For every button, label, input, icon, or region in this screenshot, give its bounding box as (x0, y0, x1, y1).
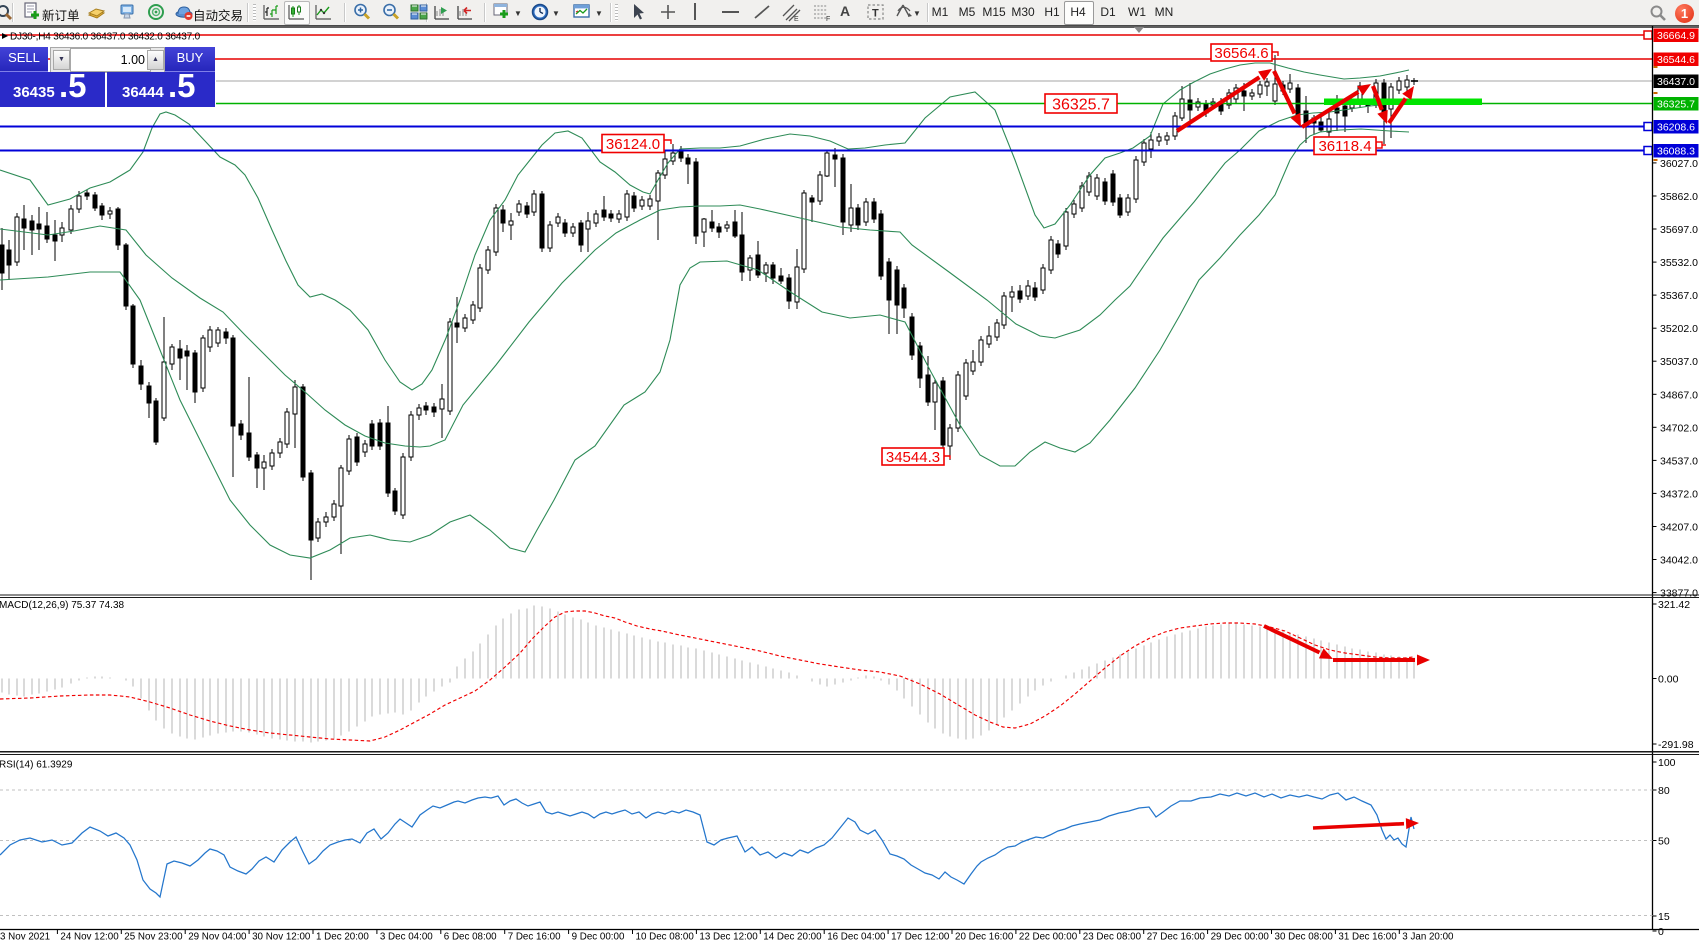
svg-text:14 Dec 20:00: 14 Dec 20:00 (763, 932, 822, 942)
svg-text:31 Dec 16:00: 31 Dec 16:00 (1338, 932, 1397, 942)
svg-text:9 Dec 00:00: 9 Dec 00:00 (572, 932, 625, 942)
svg-text:36564.6: 36564.6 (1214, 45, 1268, 62)
svg-text:E: E (794, 16, 799, 22)
svg-text:25 Nov 23:00: 25 Nov 23:00 (124, 932, 183, 942)
svg-text:80: 80 (1658, 785, 1670, 797)
svg-text:321.42: 321.42 (1658, 599, 1690, 611)
svg-text:27 Dec 16:00: 27 Dec 16:00 (1147, 932, 1206, 942)
svg-text:35697.0: 35697.0 (1660, 224, 1698, 236)
svg-text:30 Nov 12:00: 30 Nov 12:00 (252, 932, 311, 942)
svg-text:7 Dec 16:00: 7 Dec 16:00 (508, 932, 561, 942)
svg-text:3 Dec 04:00: 3 Dec 04:00 (380, 932, 433, 942)
svg-text:36437.0: 36437.0 (1657, 76, 1695, 88)
svg-text:3 Nov 2021: 3 Nov 2021 (0, 932, 50, 942)
svg-text:36544.6: 36544.6 (1657, 54, 1695, 66)
svg-text:35532.0: 35532.0 (1660, 257, 1698, 269)
svg-text:34042.0: 34042.0 (1660, 555, 1698, 567)
svg-text:DJ30-,H4 36436.0 36437.0 3643: DJ30-,H4 36436.0 36437.0 36432.0 36437.0 (10, 32, 201, 43)
svg-text:34544.3: 34544.3 (886, 449, 940, 466)
svg-text:-291.98: -291.98 (1658, 739, 1694, 751)
svg-text:34537.0: 34537.0 (1660, 455, 1698, 467)
svg-text:34867.0: 34867.0 (1660, 389, 1698, 401)
svg-text:36118.4: 36118.4 (1318, 138, 1371, 155)
svg-text:36124.0: 36124.0 (606, 136, 660, 153)
svg-text:20 Dec 16:00: 20 Dec 16:00 (955, 932, 1014, 942)
svg-text:33877.0: 33877.0 (1660, 588, 1698, 600)
svg-text:34372.0: 34372.0 (1660, 488, 1698, 500)
svg-text:100: 100 (1658, 757, 1676, 769)
svg-text:36208.6: 36208.6 (1657, 122, 1695, 134)
svg-text:23 Dec 08:00: 23 Dec 08:00 (1083, 932, 1142, 942)
svg-text:3 Jan 20:00: 3 Jan 20:00 (1402, 932, 1454, 942)
svg-text:30 Dec 08:00: 30 Dec 08:00 (1275, 932, 1334, 942)
svg-text:36325.7: 36325.7 (1657, 99, 1695, 111)
svg-text:17 Dec 12:00: 17 Dec 12:00 (891, 932, 950, 942)
svg-text:F: F (826, 16, 830, 22)
svg-text:36664.9: 36664.9 (1657, 30, 1695, 42)
svg-text:35367.0: 35367.0 (1660, 290, 1698, 302)
svg-text:1 Dec 20:00: 1 Dec 20:00 (316, 932, 369, 942)
svg-text:0: 0 (1658, 926, 1664, 938)
svg-text:35037.0: 35037.0 (1660, 356, 1698, 368)
svg-text:24 Nov 12:00: 24 Nov 12:00 (60, 932, 119, 942)
svg-text:10 Dec 08:00: 10 Dec 08:00 (636, 932, 695, 942)
svg-text:29 Nov 04:00: 29 Nov 04:00 (188, 932, 247, 942)
svg-text:22 Dec 00:00: 22 Dec 00:00 (1019, 932, 1078, 942)
svg-text:13 Dec 12:00: 13 Dec 12:00 (699, 932, 758, 942)
svg-text:15: 15 (1658, 911, 1670, 923)
svg-text:34702.0: 34702.0 (1660, 422, 1698, 434)
svg-text:6 Dec 08:00: 6 Dec 08:00 (444, 932, 497, 942)
svg-text:29 Dec 00:00: 29 Dec 00:00 (1211, 932, 1270, 942)
svg-text:MACD(12,26,9) 75.37 74.38: MACD(12,26,9) 75.37 74.38 (0, 600, 125, 611)
svg-text:36027.0: 36027.0 (1660, 158, 1698, 170)
svg-text:T: T (872, 8, 879, 20)
svg-text:35202.0: 35202.0 (1660, 323, 1698, 335)
svg-text:16 Dec 04:00: 16 Dec 04:00 (827, 932, 886, 942)
svg-text:34207.0: 34207.0 (1660, 522, 1698, 534)
svg-text:36088.3: 36088.3 (1657, 146, 1695, 158)
svg-text:36325.7: 36325.7 (1052, 96, 1110, 113)
svg-text:35862.0: 35862.0 (1660, 191, 1698, 203)
svg-text:RSI(14) 61.3929: RSI(14) 61.3929 (0, 760, 73, 771)
svg-text:0.00: 0.00 (1658, 674, 1679, 686)
svg-text:50: 50 (1658, 836, 1670, 848)
